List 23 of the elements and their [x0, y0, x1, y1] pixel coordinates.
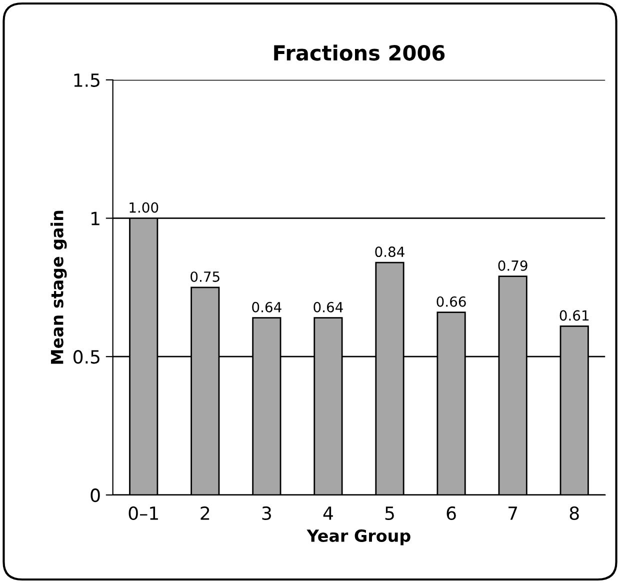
y-tick-label: 0	[90, 488, 100, 502]
data-label: 0.64	[314, 302, 343, 312]
data-label: 0.79	[498, 260, 528, 271]
x-tick-label: 8	[570, 506, 579, 520]
y-axis-title: Mean stage gain	[50, 210, 67, 364]
y-tick-label: 1	[92, 212, 100, 226]
x-tick-label: 7	[508, 506, 518, 520]
y-tick-label: 1.5	[74, 74, 100, 87]
x-tick-label: 6	[446, 506, 456, 520]
data-label: 0.75	[190, 271, 220, 282]
data-label: 0.66	[436, 296, 466, 307]
data-label: 0.64	[252, 302, 282, 312]
data-label: 0.84	[375, 246, 404, 258]
x-tick-label: 4	[323, 506, 333, 520]
chart-title: Fractions 2006	[274, 44, 445, 61]
x-tick-label: 2	[200, 506, 210, 520]
x-tick-label: 3	[262, 506, 271, 520]
x-axis-title: Year Group	[306, 529, 410, 546]
data-label: 0.61	[560, 310, 589, 321]
x-tick-label: 5	[385, 506, 394, 520]
data-label: 1.00	[130, 202, 158, 213]
y-tick-label: 0.5	[74, 350, 100, 364]
x-tick-label: 0–1	[128, 506, 158, 520]
